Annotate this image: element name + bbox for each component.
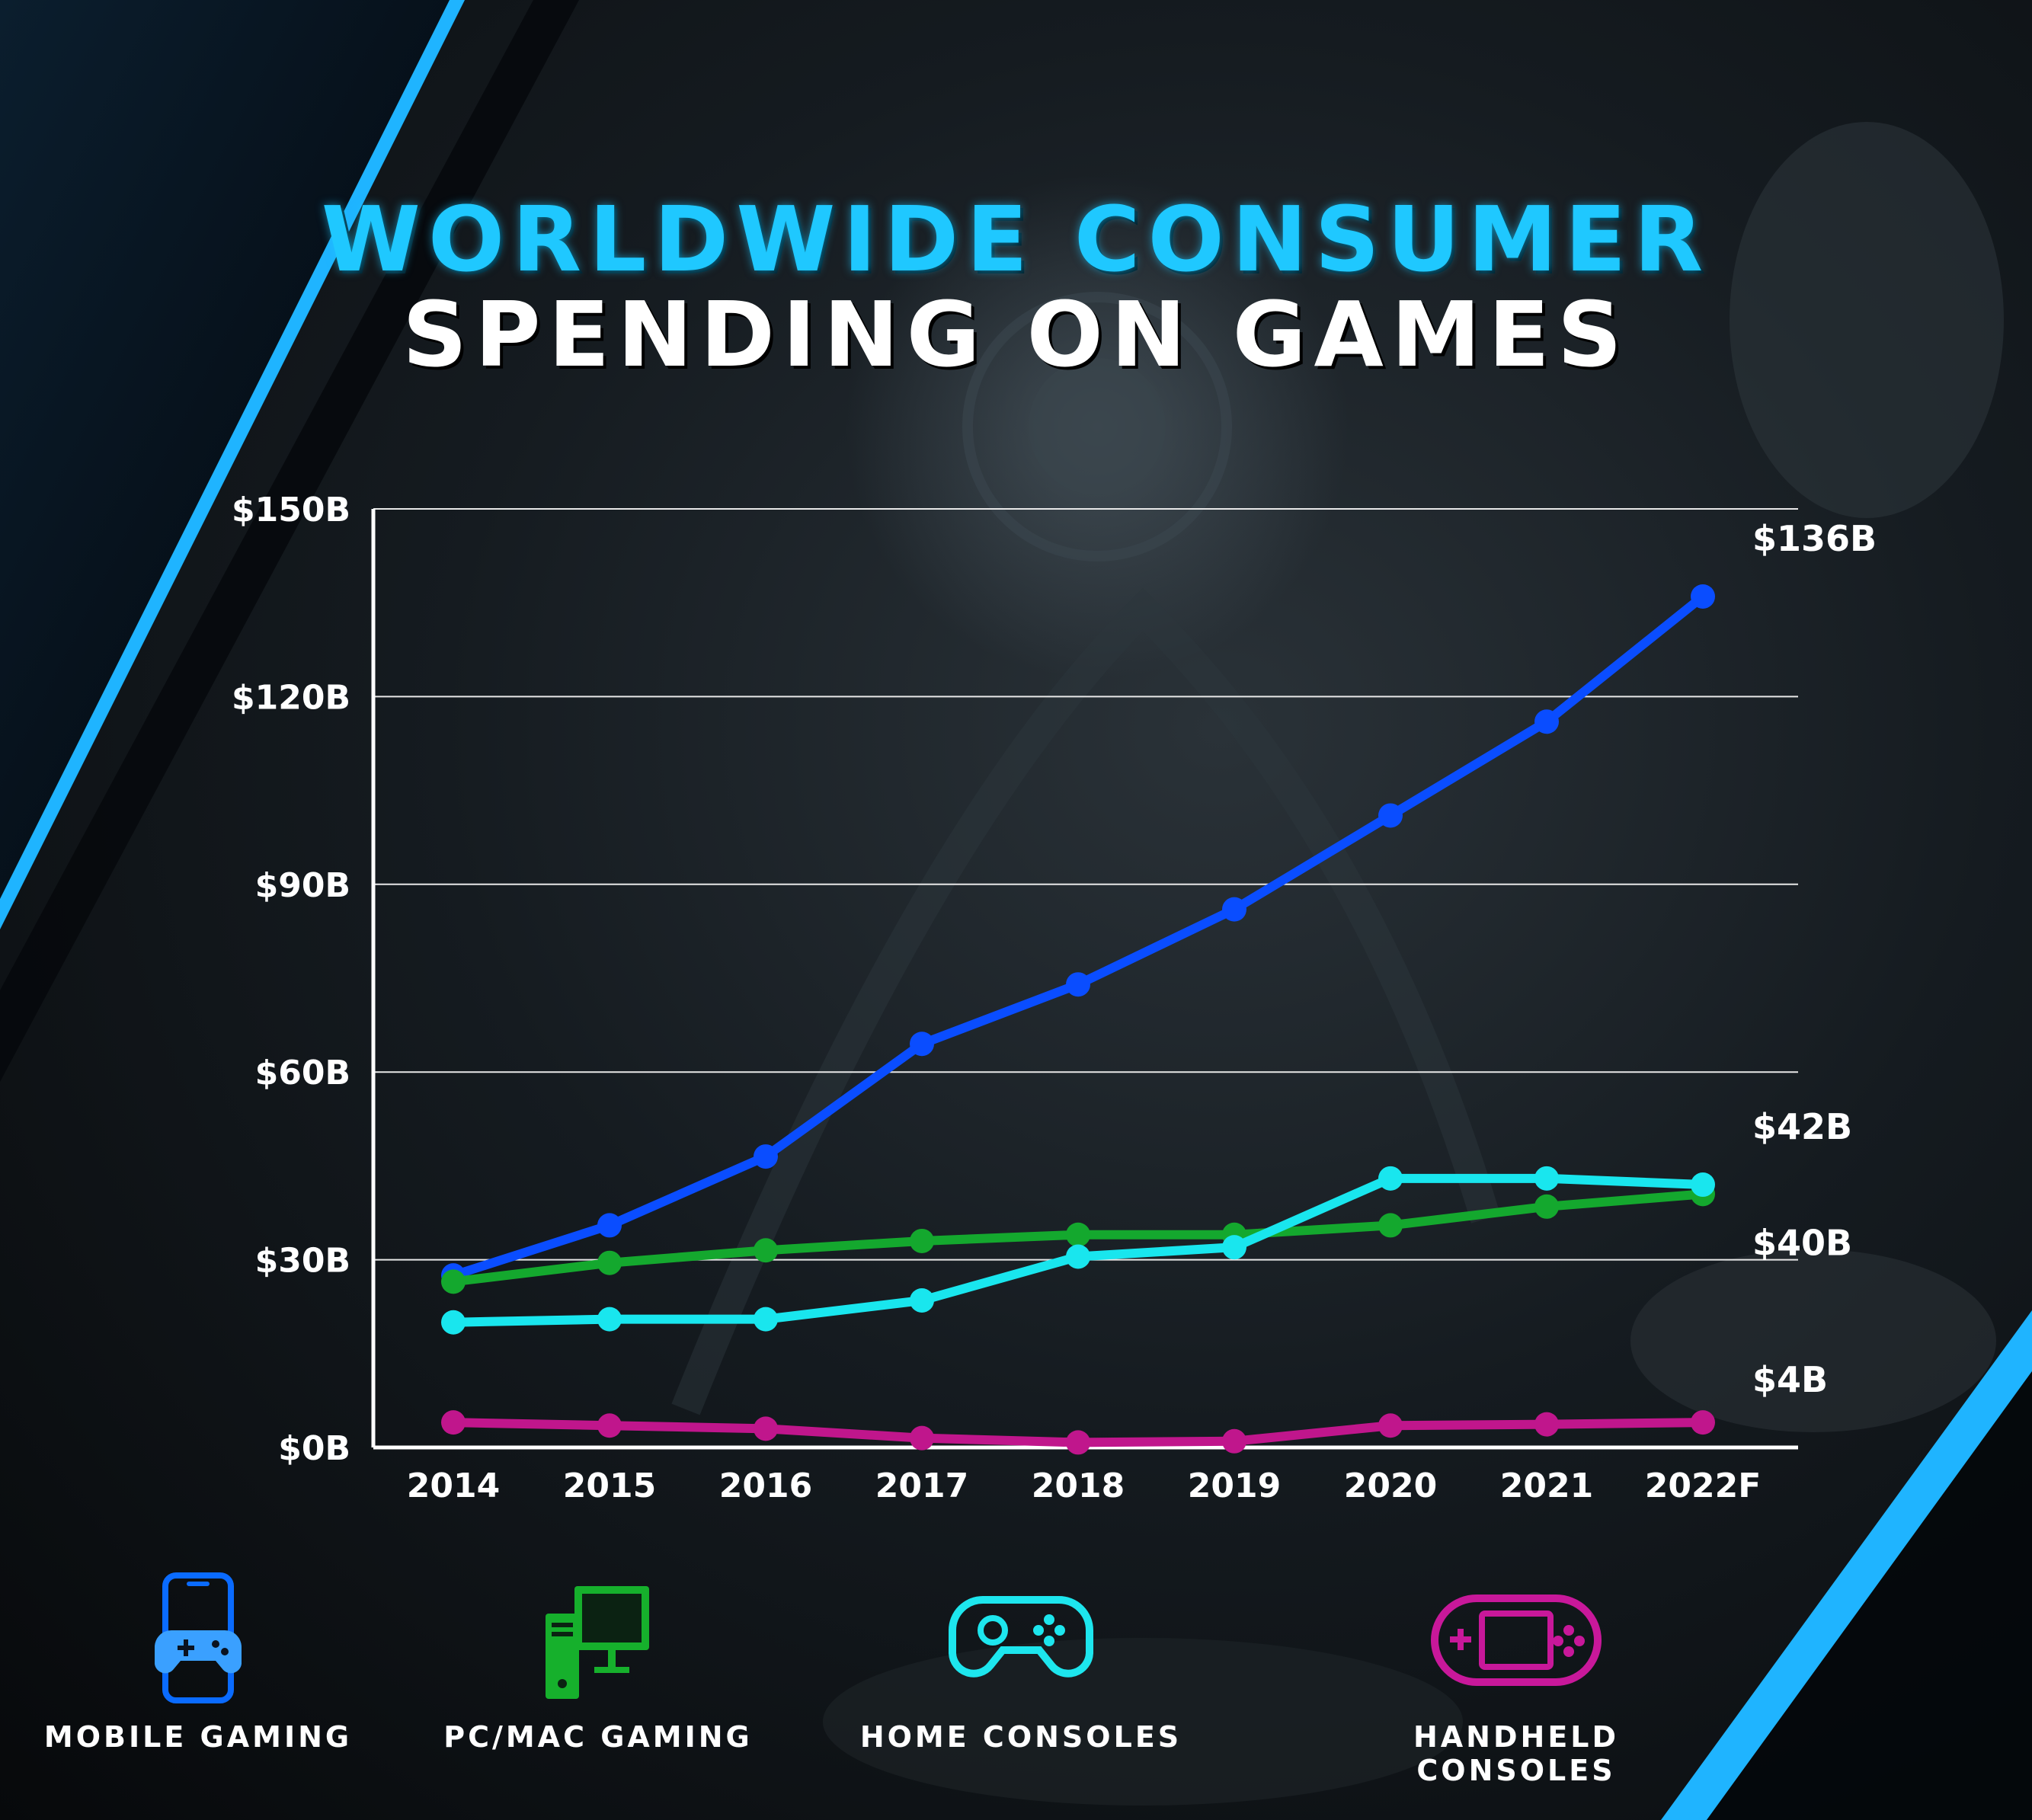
data-point-mobile xyxy=(1222,897,1246,922)
data-point-home xyxy=(1378,1166,1403,1191)
end-label-handheld: $4B xyxy=(1752,1359,1828,1400)
legend-label-pc: PC/MAC GAMING xyxy=(443,1720,753,1754)
data-point-pc xyxy=(597,1250,622,1275)
legend-label-mobile: MOBILE GAMING xyxy=(43,1720,353,1754)
data-point-home xyxy=(1534,1166,1559,1191)
data-point-home xyxy=(1222,1235,1246,1260)
data-point-handheld xyxy=(1534,1412,1559,1437)
x-tick-label: 2022F xyxy=(1645,1467,1762,1505)
x-tick-label: 2016 xyxy=(719,1467,812,1505)
data-point-mobile xyxy=(1534,709,1559,734)
data-point-mobile xyxy=(1378,803,1403,828)
y-tick-label: $150B xyxy=(232,491,350,529)
data-point-handheld xyxy=(1378,1413,1403,1438)
data-point-handheld xyxy=(754,1416,778,1441)
data-point-home xyxy=(910,1287,934,1313)
data-point-mobile xyxy=(754,1144,778,1169)
y-tick-label: $120B xyxy=(232,678,350,717)
data-point-pc xyxy=(910,1228,934,1253)
pc-gaming-icon xyxy=(546,1586,649,1699)
data-point-handheld xyxy=(1066,1430,1090,1455)
legend-label-home: HOME CONSOLES xyxy=(859,1720,1182,1754)
chart-title-line-2: SPENDING ON GAMES xyxy=(402,282,1630,387)
data-point-pc xyxy=(1066,1222,1090,1247)
x-tick-label: 2021 xyxy=(1500,1467,1593,1505)
legend-item-home-consoles: HOME CONSOLES xyxy=(823,1569,1219,1754)
data-point-home xyxy=(597,1307,622,1332)
gamepad-icon xyxy=(949,1596,1093,1678)
data-point-pc xyxy=(754,1238,778,1263)
mobile-gaming-icon xyxy=(155,1572,242,1703)
series-lines xyxy=(441,584,1715,1455)
chart-title-line-1: WORLDWIDE CONSUMER xyxy=(321,187,1711,292)
end-labels: $136B $40B $42B $4B xyxy=(1752,518,1877,1400)
data-point-mobile xyxy=(910,1032,934,1057)
data-point-handheld xyxy=(597,1413,622,1438)
x-tick-labels: 2014 2015 2016 2017 2018 2019 2020 2021 2022F xyxy=(407,1467,1762,1505)
x-tick-label: 2015 xyxy=(563,1467,656,1505)
x-tick-label: 2019 xyxy=(1188,1467,1281,1505)
end-label-mobile: $136B xyxy=(1752,518,1877,559)
data-point-handheld xyxy=(910,1425,934,1451)
end-label-home: $42B xyxy=(1752,1106,1852,1147)
series-line-mobile xyxy=(449,591,1707,1281)
data-point-pc xyxy=(1534,1194,1559,1219)
data-point-home xyxy=(754,1307,778,1332)
data-point-home xyxy=(1691,1172,1715,1198)
y-tick-label: $0B xyxy=(278,1429,350,1468)
y-tick-label: $90B xyxy=(255,866,350,905)
end-label-pc: $40B xyxy=(1752,1222,1852,1263)
data-point-handheld xyxy=(1222,1428,1246,1454)
grid-lines xyxy=(373,508,1798,1261)
data-point-pc xyxy=(441,1269,466,1294)
y-tick-label: $30B xyxy=(255,1242,350,1281)
x-tick-label: 2020 xyxy=(1344,1467,1437,1505)
x-tick-label: 2014 xyxy=(407,1467,500,1505)
legend-item-mobile-gaming: MOBILE GAMING xyxy=(0,1569,396,1754)
legend-item-handheld-consoles: HANDHELD CONSOLES xyxy=(1318,1569,1714,1787)
data-point-home xyxy=(441,1310,466,1335)
data-point-mobile xyxy=(1066,972,1090,997)
y-tick-labels: $0B $30B $60B $90B $120B $150B xyxy=(232,491,350,1468)
y-tick-label: $60B xyxy=(255,1054,350,1092)
data-point-home xyxy=(1066,1244,1090,1269)
legend-label-handheld: HANDHELD CONSOLES xyxy=(1413,1720,1620,1787)
data-point-pc xyxy=(1378,1213,1403,1238)
handheld-console-icon xyxy=(1431,1594,1602,1686)
x-tick-label: 2017 xyxy=(875,1467,968,1505)
data-point-mobile xyxy=(597,1213,622,1238)
data-point-handheld xyxy=(441,1410,466,1435)
data-point-mobile xyxy=(1691,584,1715,609)
x-tick-label: 2018 xyxy=(1032,1467,1125,1505)
data-point-handheld xyxy=(1691,1410,1715,1435)
legend-item-pc-gaming: PC/MAC GAMING xyxy=(400,1569,796,1754)
